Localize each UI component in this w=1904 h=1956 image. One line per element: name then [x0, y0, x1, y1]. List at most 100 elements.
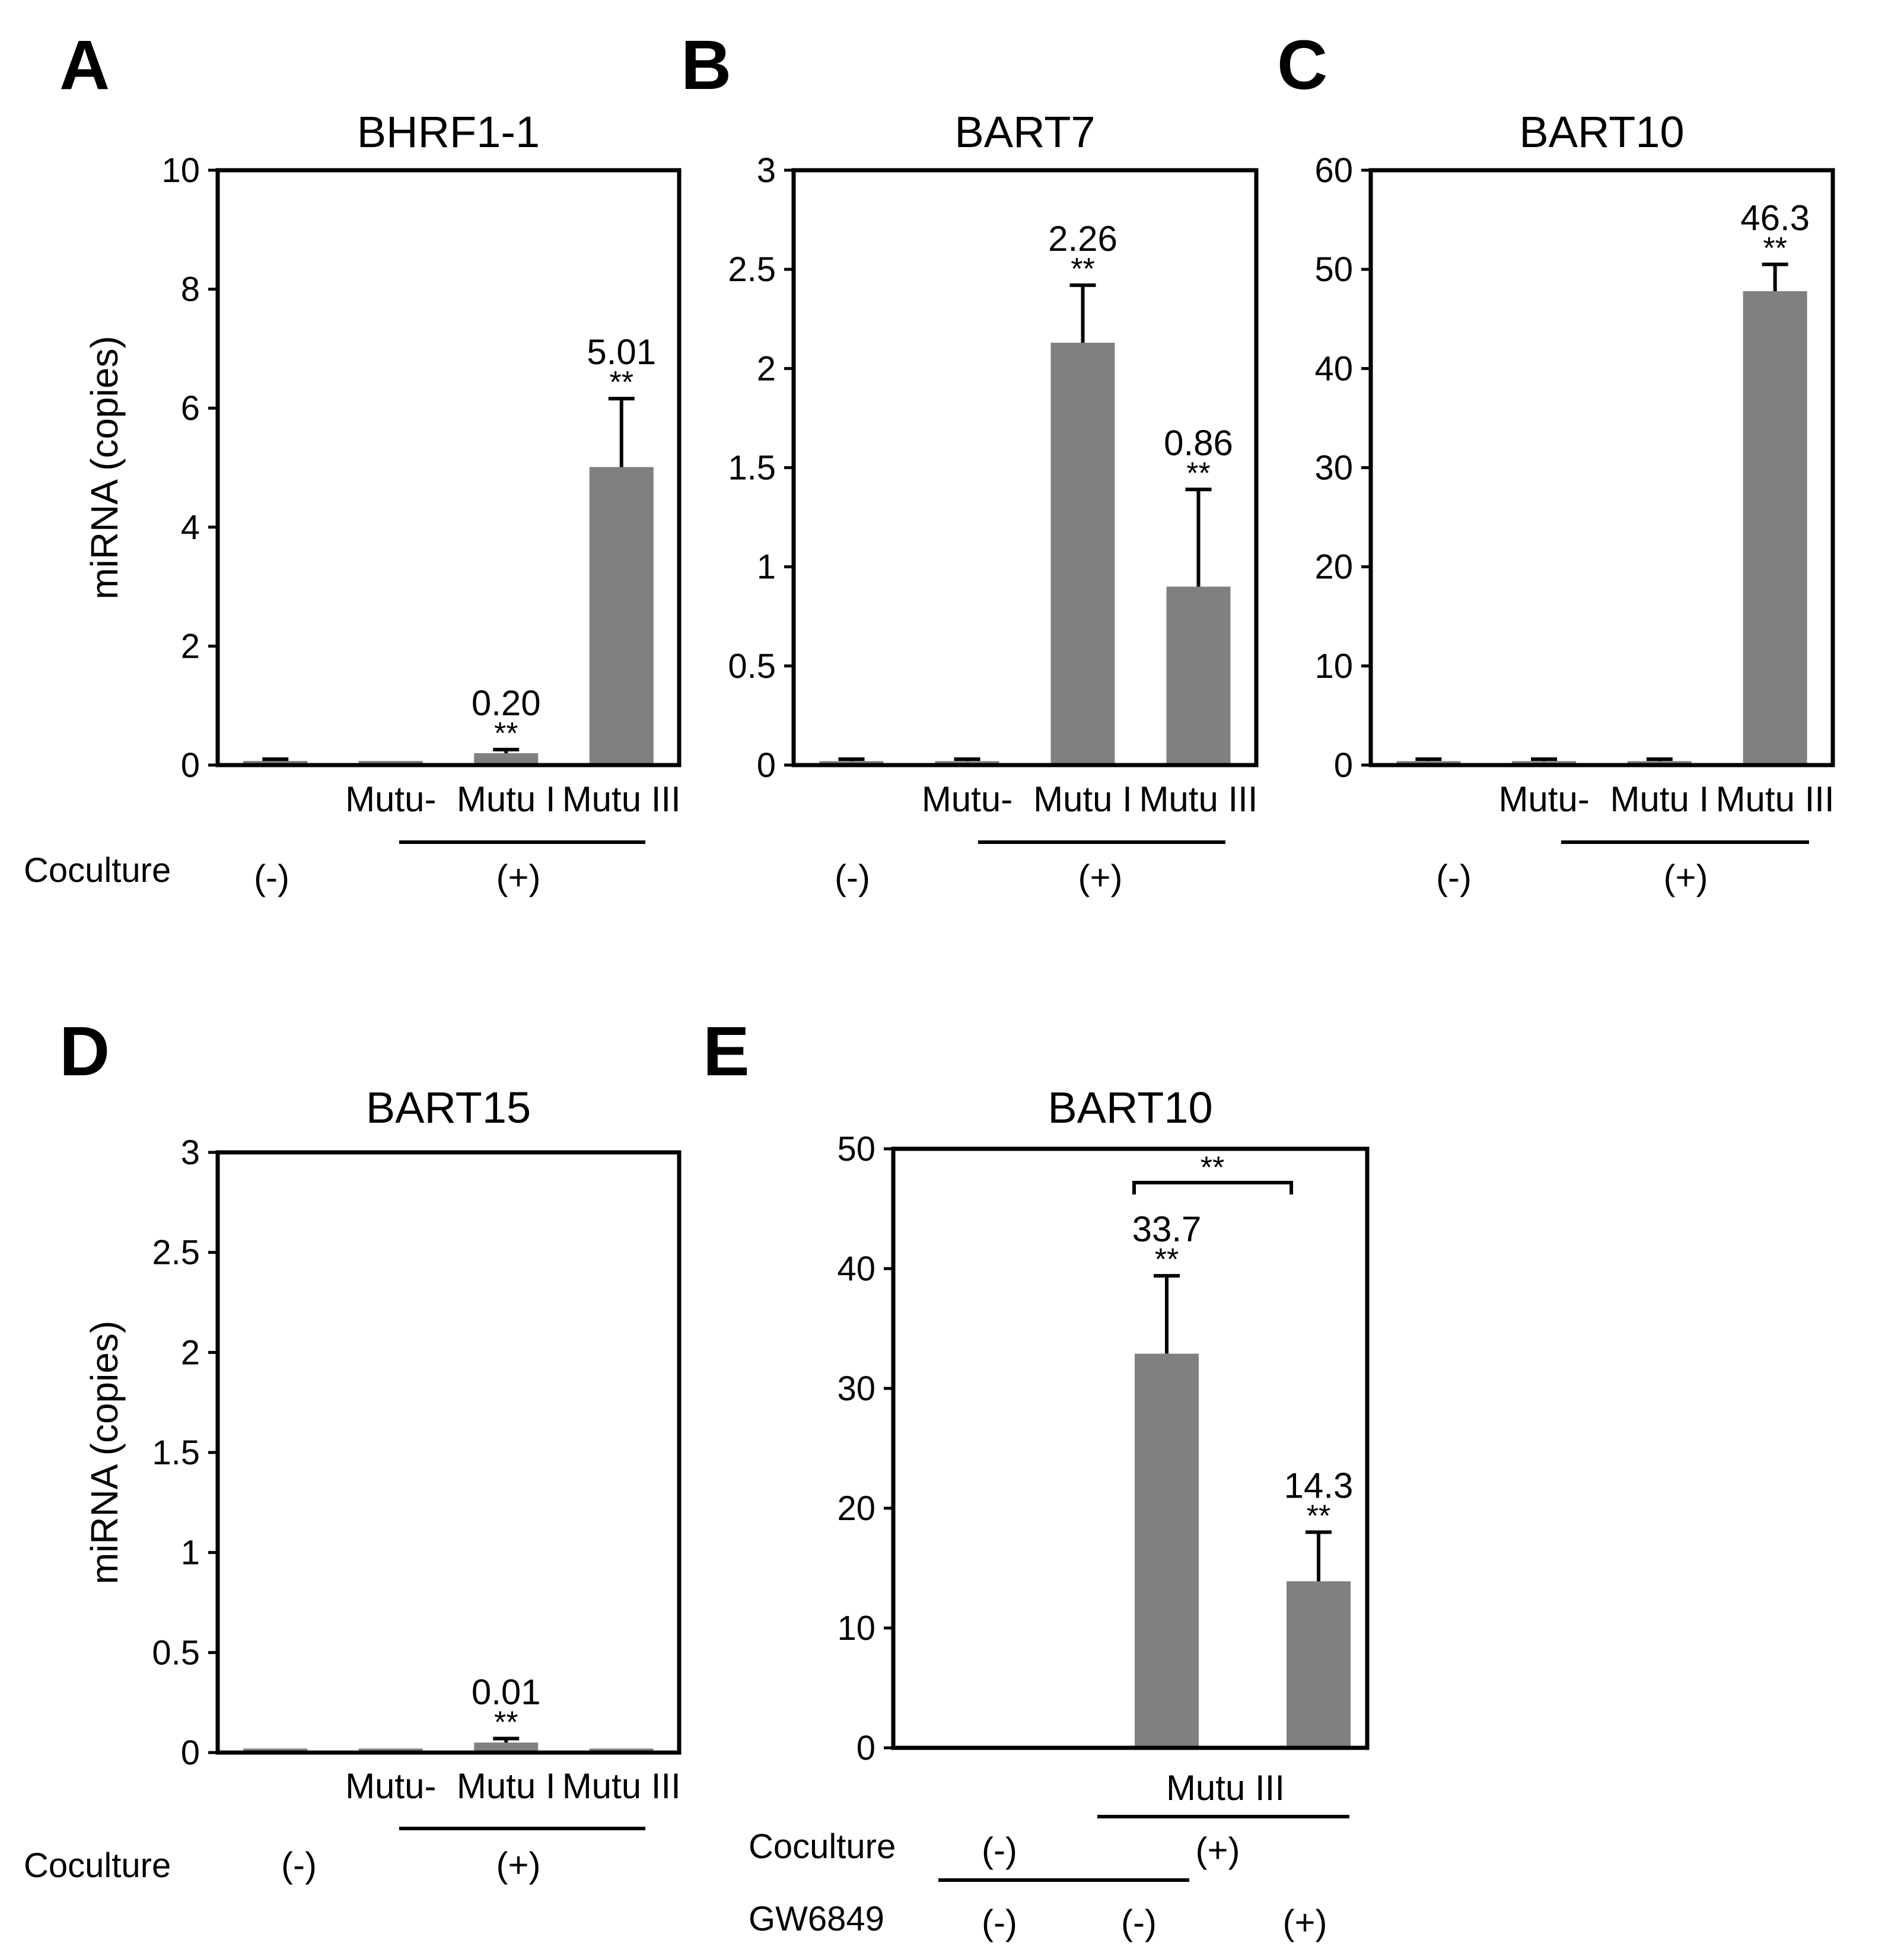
data-label: 46.3: [1740, 198, 1810, 238]
y-tick-label: 6: [181, 389, 200, 428]
y-tick-label: 10: [161, 151, 200, 190]
condition-label: (+): [1078, 858, 1123, 897]
plot-frame: [1368, 168, 1835, 767]
data-label: 2.26: [1048, 219, 1117, 259]
category-label: Mutu-: [1498, 779, 1589, 819]
plot-frame: [891, 1146, 1370, 1750]
condition-label: (-): [1436, 858, 1472, 897]
significance-label: **: [494, 716, 518, 751]
chart-d: D BART15 miRNA (copies) 0 0.5 1 1.5 2 2.5 3 Mutu- *…: [24, 1012, 682, 1885]
data-label: 14.3: [1284, 1466, 1354, 1505]
significance-label: **: [1071, 252, 1094, 286]
bar: [243, 760, 308, 765]
y-tick-label: 50: [837, 1130, 875, 1168]
significance-label: **: [1155, 1243, 1179, 1277]
condition-label: (-): [982, 1830, 1017, 1870]
y-tick-label: 2: [757, 349, 776, 388]
row-label: GW6849: [749, 1900, 884, 1938]
chart-c: C BART10 0 10 20 30 40 50 60 Mutu- Mutu I **46.3 Mut…: [1277, 26, 1835, 897]
significance-label: **: [1186, 456, 1210, 490]
y-tick-label: 20: [837, 1489, 875, 1528]
data-label: 33.7: [1132, 1209, 1202, 1249]
plot-frame: [215, 1150, 682, 1755]
condition-label: (-): [281, 1845, 317, 1885]
y-tick-label: 4: [181, 508, 200, 547]
category-label: Mutu I: [457, 779, 556, 819]
y-tick-label: 30: [1314, 449, 1353, 488]
y-tick-label: 2: [181, 1333, 200, 1372]
chart-title: BHRF1-1: [357, 107, 540, 157]
condition-label: (+): [1664, 858, 1708, 897]
category-label: Mutu-: [345, 1766, 436, 1806]
y-tick-label: 40: [1314, 349, 1353, 388]
bar: [358, 760, 423, 765]
category-label: Mutu-: [922, 779, 1013, 819]
y-tick-label: 0: [757, 746, 776, 785]
bar: [1050, 342, 1115, 765]
y-tick-label: 2.5: [152, 1234, 200, 1272]
plot-frame: [791, 168, 1259, 767]
condition-label: (-): [254, 858, 289, 897]
condition-label: (+): [1283, 1903, 1327, 1942]
data-label: 0.20: [472, 683, 541, 723]
row-label: Coculture: [749, 1827, 896, 1866]
y-tick-label: 0: [857, 1729, 875, 1767]
data-label: 0.01: [472, 1672, 541, 1712]
bar: [1287, 1581, 1351, 1748]
significance-label: **: [494, 1705, 518, 1740]
condition-label: (+): [1196, 1830, 1240, 1870]
y-tick-label: 0: [1334, 746, 1353, 785]
category-label: Mutu III: [562, 1766, 681, 1806]
significance-label: **: [1763, 231, 1787, 266]
condition-label: (-): [982, 1903, 1017, 1942]
y-tick-label: 1: [181, 1534, 200, 1572]
bar: [474, 1742, 539, 1753]
y-tick-label: 50: [1314, 250, 1353, 289]
plot-frame: [215, 168, 682, 767]
bar: [1166, 587, 1231, 765]
chart-title: BART10: [1519, 107, 1684, 157]
bar: [1135, 1353, 1199, 1748]
y-tick-label: 40: [837, 1250, 875, 1288]
y-tick-label: 0.5: [152, 1633, 200, 1672]
panel-letter: A: [59, 26, 110, 104]
row-label: Coculture: [24, 851, 171, 890]
chart-title: BART15: [366, 1083, 531, 1132]
y-tick-label: 3: [181, 1133, 200, 1172]
comparison-bracket: [1132, 1181, 1293, 1194]
y-tick-label: 60: [1314, 151, 1353, 190]
data-label: 5.01: [587, 332, 656, 372]
y-tick-label: 2.5: [728, 250, 776, 289]
data-label: 0.86: [1164, 423, 1233, 463]
panel-letter: C: [1277, 26, 1327, 104]
condition-label: (-): [835, 858, 870, 897]
category-label: Mutu I: [457, 1766, 556, 1806]
panel-letter: B: [681, 26, 731, 104]
significance-label: **: [1307, 1499, 1330, 1533]
category-label: Mutu III: [1716, 779, 1835, 819]
category-label: Mutu-: [345, 779, 436, 819]
bar: [474, 753, 539, 765]
group-label: Mutu III: [1166, 1768, 1285, 1808]
y-tick-label: 0.5: [728, 647, 776, 686]
y-tick-label: 1.5: [728, 449, 776, 488]
category-label: Mutu III: [1139, 779, 1257, 819]
y-tick-label: 2: [181, 627, 200, 665]
panel-letter: D: [59, 1012, 110, 1091]
bar: [589, 467, 654, 765]
row-label: Coculture: [24, 1846, 171, 1885]
panel-letter: E: [703, 1012, 750, 1091]
y-tick-label: 30: [837, 1369, 875, 1408]
category-label: Mutu I: [1033, 779, 1132, 819]
bar: [1743, 291, 1807, 765]
y-tick-label: 20: [1314, 548, 1353, 587]
chart-title: BART7: [954, 107, 1095, 157]
condition-label: (-): [1121, 1903, 1157, 1942]
y-tick-label: 0: [181, 746, 200, 785]
y-tick-label: 3: [757, 151, 776, 190]
condition-label: (+): [496, 1845, 541, 1885]
